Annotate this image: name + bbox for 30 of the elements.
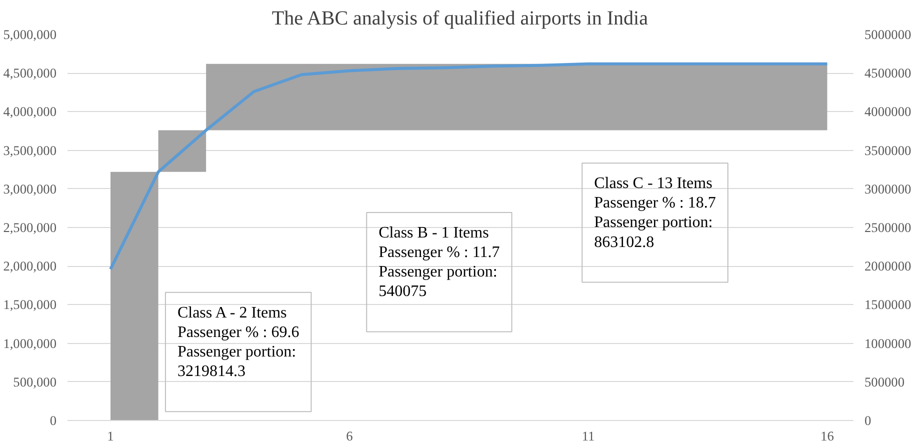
y-tick-label: 0: [50, 413, 57, 428]
annotation: Class A - 2 Items Passenger % : 69.6 Passenger portion: 3219814.3: [177, 304, 300, 380]
y-tick-label: 4,500,000: [3, 66, 57, 81]
y2-tick-label: 3000000: [864, 181, 912, 196]
y-tick-label: 2,000,000: [3, 258, 57, 274]
y-tick-label: 2,500,000: [3, 220, 57, 235]
y2-tick-label: 2000000: [864, 258, 912, 274]
x-tick-label: 16: [820, 428, 834, 443]
y-tick-label: 500,000: [13, 374, 57, 390]
y2-tick-label: 0: [864, 413, 872, 428]
chart-title: The ABC analysis of qualified airports in India: [272, 8, 648, 30]
y-tick-label: 5,000,000: [3, 27, 57, 42]
y2-tick-label: 4500000: [864, 66, 912, 81]
x-tick-label: 11: [582, 428, 595, 443]
y2-tick-label: 500000: [864, 374, 905, 390]
y-tick-label: 1,500,000: [3, 297, 57, 312]
x-tick-label: 1: [107, 428, 114, 443]
y2-tick-label: 4000000: [864, 104, 912, 120]
y-tick-label: 3,500,000: [3, 142, 57, 158]
y-tick-label: 1,000,000: [3, 336, 57, 351]
y2-tick-label: 3500000: [864, 142, 912, 158]
y2-tick-label: 1000000: [864, 336, 912, 351]
y2-tick-label: 5000000: [864, 27, 912, 42]
annotation: Class C - 13 Items Passenger % : 18.7 Passenger portion: 863102.8: [594, 175, 716, 251]
y2-tick-label: 1500000: [864, 297, 912, 312]
y-tick-label: 3,000,000: [3, 181, 57, 196]
y-tick-label: 4,000,000: [3, 104, 57, 120]
x-tick-label: 6: [346, 428, 354, 443]
annotation: Class B - 1 Items Passenger % : 11.7 Passenger portion: 540075: [378, 224, 500, 300]
y2-tick-label: 2500000: [864, 220, 912, 235]
